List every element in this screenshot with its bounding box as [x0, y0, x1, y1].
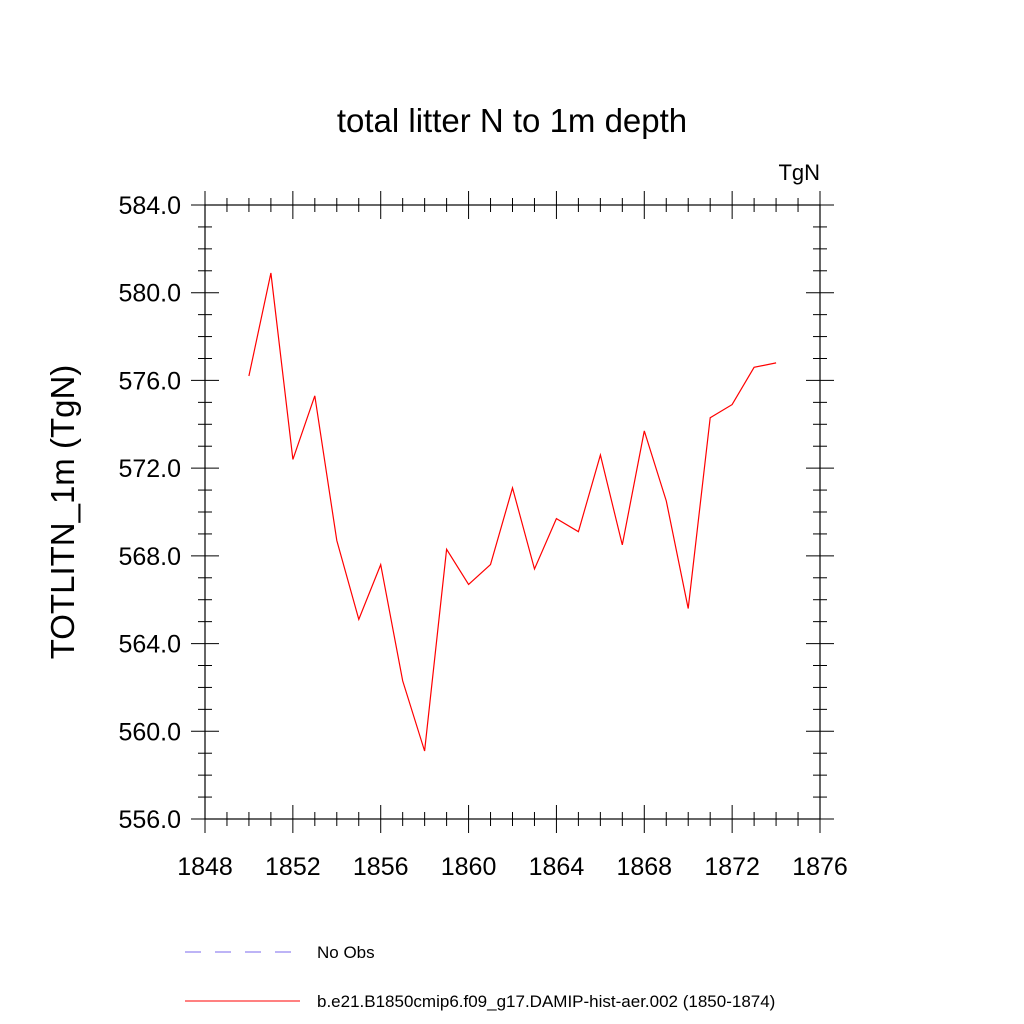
legend-label: No Obs: [317, 943, 375, 962]
y-tick-label: 568.0: [118, 543, 181, 571]
y-tick-label: 576.0: [118, 367, 181, 395]
y-tick-label: 572.0: [118, 455, 181, 483]
tick-labels: 1848 1852 1856 1860 1864 1868 1872 1876 556.0 560…: [118, 192, 847, 881]
x-tick-label: 1856: [353, 853, 409, 881]
axis-ticks: [191, 191, 834, 833]
y-tick-label: 564.0: [118, 631, 181, 659]
x-tick-label: 1868: [616, 853, 672, 881]
units-label: TgN: [778, 160, 820, 185]
y-tick-label: 580.0: [118, 280, 181, 308]
x-tick-label: 1848: [177, 853, 233, 881]
y-tick-label: 560.0: [118, 718, 181, 746]
x-tick-label: 1860: [441, 853, 497, 881]
x-tick-label: 1864: [529, 853, 585, 881]
x-tick-label: 1872: [704, 853, 760, 881]
x-tick-label: 1876: [792, 853, 848, 881]
legend-label: b.e21.B1850cmip6.f09_g17.DAMIP-hist-aer.…: [317, 992, 775, 1011]
series-line: [248, 272, 777, 752]
y-tick-label: 556.0: [118, 806, 181, 834]
y-axis-label: TOTLITN_1m (TgN): [44, 365, 81, 660]
data-series: [248, 272, 777, 752]
legend: No Obs b.e21.B1850cmip6.f09_g17.DAMIP-his…: [185, 943, 775, 1011]
x-tick-label: 1852: [265, 853, 321, 881]
chart-title: total litter N to 1m depth: [337, 102, 687, 139]
plot-frame: [204, 204, 821, 820]
y-tick-label: 584.0: [118, 192, 181, 220]
